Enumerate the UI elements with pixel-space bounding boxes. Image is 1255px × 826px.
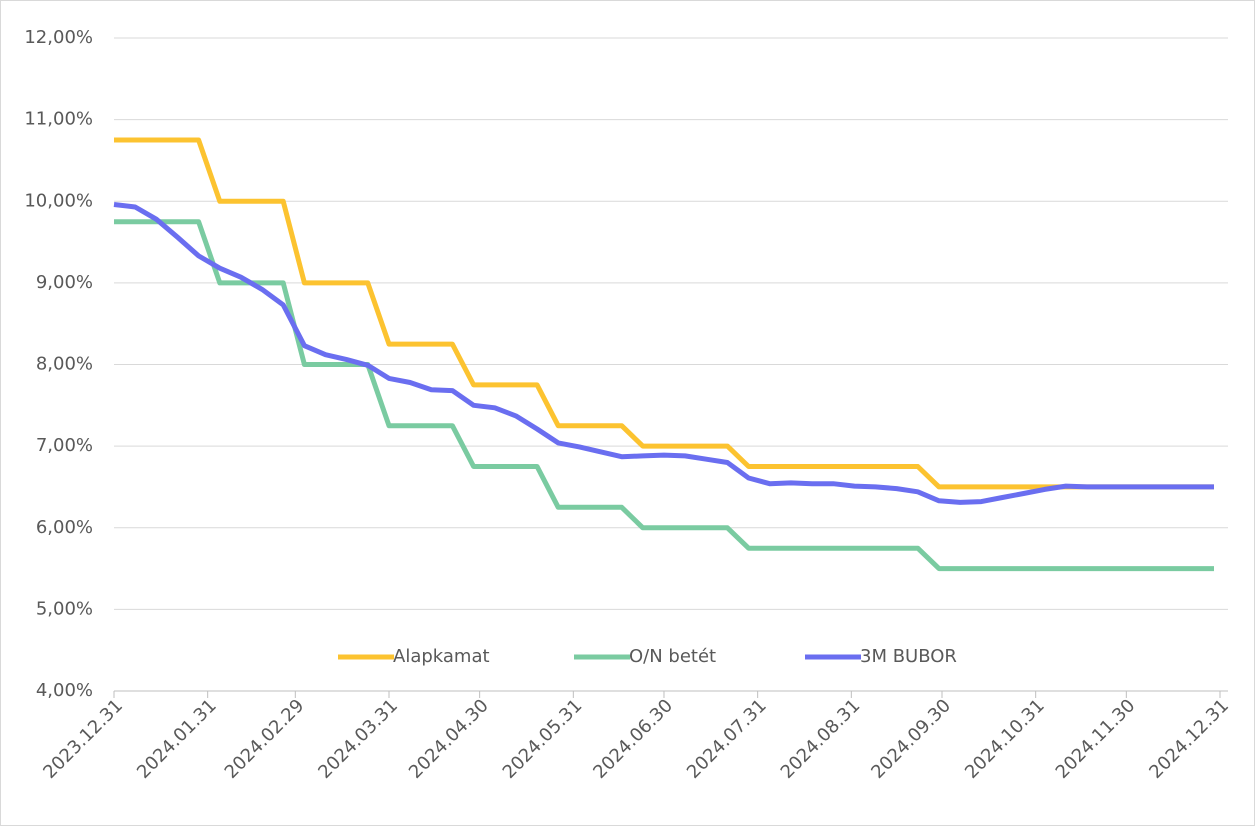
y-tick-label: 12,00% [24,27,93,48]
y-tick-label: 11,00% [24,109,93,130]
y-tick-label: 8,00% [36,354,93,375]
y-tick-label: 4,00% [36,680,93,701]
series-line [114,137,1214,490]
legend-label: 3M BUBOR [860,646,957,667]
legend-label: Alapkamat [393,646,490,667]
y-tick-label: 9,00% [36,272,93,293]
legend-label: O/N betét [629,646,716,667]
y-tick-label: 5,00% [36,598,93,619]
y-tick-label: 7,00% [36,435,93,456]
y-tick-label: 10,00% [24,190,93,211]
y-tick-label: 6,00% [36,517,93,538]
series-line [113,202,1214,505]
